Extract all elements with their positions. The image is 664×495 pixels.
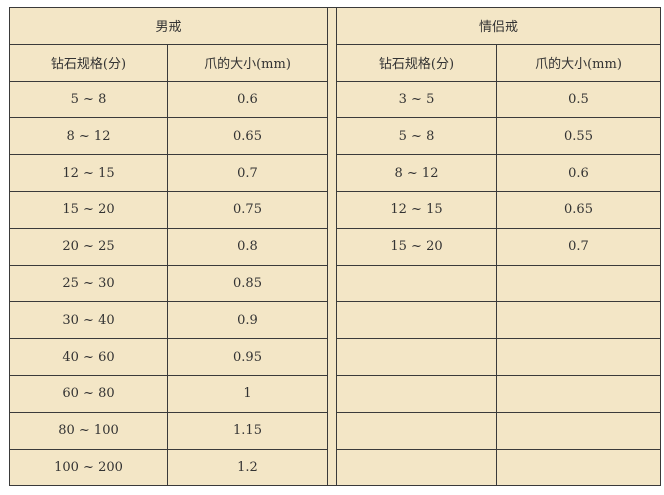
prong-size-cell: 0.6: [167, 80, 328, 119]
diamond-size-cell: [336, 264, 497, 303]
prong-size-cell: 0.5: [496, 80, 661, 119]
diamond-size-cell: [336, 448, 497, 487]
prong-size-cell: 0.65: [167, 117, 328, 156]
men-ring-title: 男戒: [9, 7, 328, 45]
diamond-size-cell: [336, 374, 497, 413]
column-header: 钻石规格(分): [336, 43, 497, 82]
couple-ring-title: 情侣戒: [336, 7, 661, 45]
prong-size-cell: [496, 374, 661, 413]
diamond-size-cell: 5 ~ 8: [9, 80, 168, 119]
table-row: 80 ~ 100 1.15: [9, 411, 661, 450]
table-row: 5 ~ 8 0.6 3 ~ 5 0.5: [9, 80, 661, 119]
diamond-size-cell: 12 ~ 15: [336, 190, 497, 229]
table-row: 12 ~ 15 0.7 8 ~ 12 0.6: [9, 154, 661, 192]
prong-size-cell: 1.2: [167, 448, 328, 487]
diamond-size-cell: 100 ~ 200: [9, 448, 168, 487]
diamond-size-cell: 8 ~ 12: [336, 154, 497, 192]
table-row: 15 ~ 20 0.75 12 ~ 15 0.65: [9, 190, 661, 229]
table-row: 100 ~ 200 1.2: [9, 448, 661, 487]
table-row: 20 ~ 25 0.8 15 ~ 20 0.7: [9, 227, 661, 266]
diamond-size-cell: 3 ~ 5: [336, 80, 497, 119]
diamond-size-cell: 20 ~ 25: [9, 227, 168, 266]
prong-size-cell: [496, 448, 661, 487]
prong-size-cell: 0.9: [167, 301, 328, 340]
diamond-size-cell: 12 ~ 15: [9, 154, 168, 192]
diamond-size-cell: 30 ~ 40: [9, 301, 168, 340]
diamond-size-cell: [336, 301, 497, 340]
column-header: 爪的大小(mm): [496, 43, 661, 82]
diamond-size-cell: 25 ~ 30: [9, 264, 168, 303]
diamond-size-cell: [336, 338, 497, 376]
prong-size-cell: 0.6: [496, 154, 661, 192]
prong-size-cell: [496, 411, 661, 450]
prong-size-cell: 0.75: [167, 190, 328, 229]
prong-size-cell: [496, 264, 661, 303]
prong-size-cell: [496, 338, 661, 376]
prong-size-cell: 0.7: [496, 227, 661, 266]
prong-size-cell: 1.15: [167, 411, 328, 450]
table-row: 30 ~ 40 0.9: [9, 301, 661, 340]
prong-size-table: 男戒 情侣戒 钻石规格(分) 爪的大小(mm) 钻石规格(分) 爪的大小(mm) 5 ~ 8…: [9, 6, 661, 487]
prong-size-cell: 0.55: [496, 117, 661, 156]
prong-size-cell: 0.65: [496, 190, 661, 229]
table-row: 60 ~ 80 1: [9, 374, 661, 413]
prong-size-cell: 0.7: [167, 154, 328, 192]
prong-size-cell: 0.8: [167, 227, 328, 266]
column-header: 爪的大小(mm): [167, 43, 328, 82]
table-gap: [327, 6, 337, 487]
diamond-size-cell: 40 ~ 60: [9, 338, 168, 376]
table-row: 25 ~ 30 0.85: [9, 264, 661, 303]
table-row: 8 ~ 12 0.65 5 ~ 8 0.55: [9, 117, 661, 156]
table-row: 40 ~ 60 0.95: [9, 338, 661, 376]
diamond-size-cell: 60 ~ 80: [9, 374, 168, 413]
diamond-size-cell: 5 ~ 8: [336, 117, 497, 156]
diamond-size-cell: 80 ~ 100: [9, 411, 168, 450]
prong-size-cell: 0.95: [167, 338, 328, 376]
prong-size-cell: 0.85: [167, 264, 328, 303]
prong-size-cell: [496, 301, 661, 340]
diamond-size-cell: 8 ~ 12: [9, 117, 168, 156]
prong-size-cell: 1: [167, 374, 328, 413]
column-header: 钻石规格(分): [9, 43, 168, 82]
diamond-size-cell: 15 ~ 20: [9, 190, 168, 229]
diamond-size-cell: [336, 411, 497, 450]
diamond-size-cell: 15 ~ 20: [336, 227, 497, 266]
